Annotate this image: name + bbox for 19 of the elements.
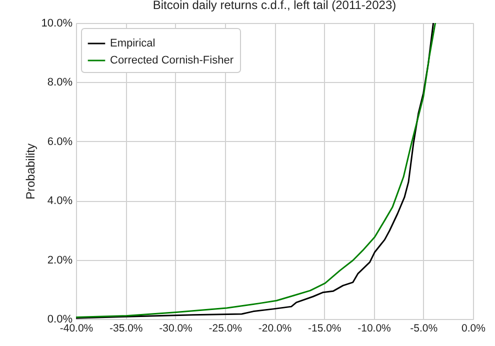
y-tick-label: 10.0% bbox=[41, 18, 73, 30]
x-tick-label: -25.0% bbox=[208, 322, 242, 334]
y-tick-label: 4.0% bbox=[47, 195, 73, 208]
x-tick-label: -35.0% bbox=[109, 322, 143, 334]
x-tick-label: -30.0% bbox=[159, 322, 192, 334]
y-tick-label: 8.0% bbox=[47, 76, 73, 89]
y-tick-label: 0.0% bbox=[47, 314, 73, 326]
chart-title: Bitcoin daily returns c.d.f., left tail (2011-2023) bbox=[152, 0, 396, 12]
y-tick-label: 6.0% bbox=[47, 136, 73, 148]
x-tick-label: -10.0% bbox=[358, 322, 391, 334]
y-axis-title: Probability bbox=[23, 143, 38, 200]
x-tick-label: -20.0% bbox=[258, 322, 292, 334]
legend-label: Empirical bbox=[110, 38, 156, 50]
y-tick-label: 2.0% bbox=[47, 254, 73, 266]
legend-label: Corrected Cornish-Fisher bbox=[110, 54, 234, 66]
x-tick-label: 0.0% bbox=[462, 322, 486, 334]
x-tick-label: -5.0% bbox=[410, 322, 438, 334]
x-tick-label: -40.0% bbox=[60, 322, 94, 334]
x-tick-label: -15.0% bbox=[308, 322, 342, 334]
